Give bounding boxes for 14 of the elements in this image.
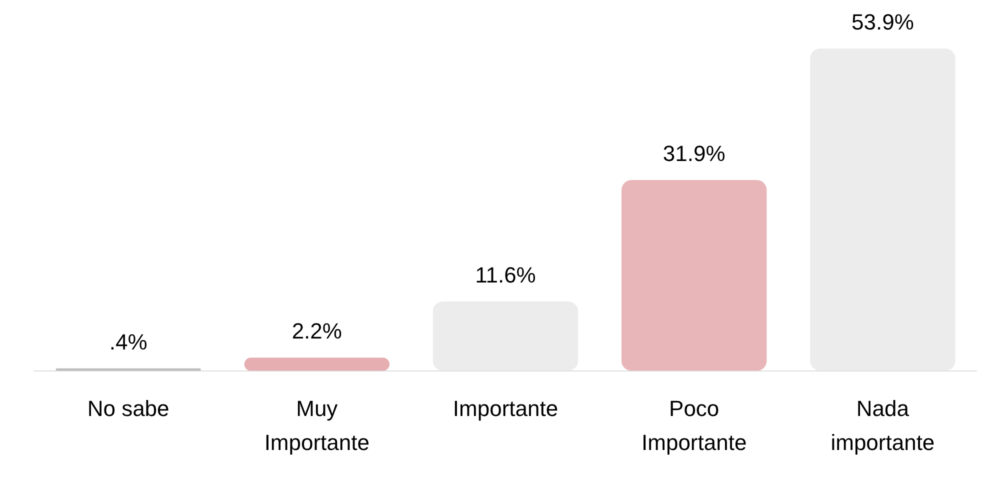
x-tick-label: No sabe bbox=[87, 396, 170, 421]
x-tick-label: Poco Importante bbox=[642, 396, 747, 456]
data-label: 2.2% bbox=[292, 318, 342, 344]
data-label: .4% bbox=[109, 329, 148, 354]
data-label: 11.6% bbox=[475, 262, 536, 288]
x-tick-label: Importante bbox=[452, 396, 558, 421]
bar bbox=[432, 301, 578, 371]
x-tick-label: Nada importante bbox=[830, 396, 935, 456]
data-label: 53.9% bbox=[852, 10, 914, 35]
x-tick-label: Muy Importante bbox=[264, 396, 370, 456]
data-label: 31.9% bbox=[662, 141, 726, 166]
bar bbox=[621, 180, 767, 371]
bar bbox=[810, 48, 956, 371]
bar bbox=[244, 358, 390, 371]
